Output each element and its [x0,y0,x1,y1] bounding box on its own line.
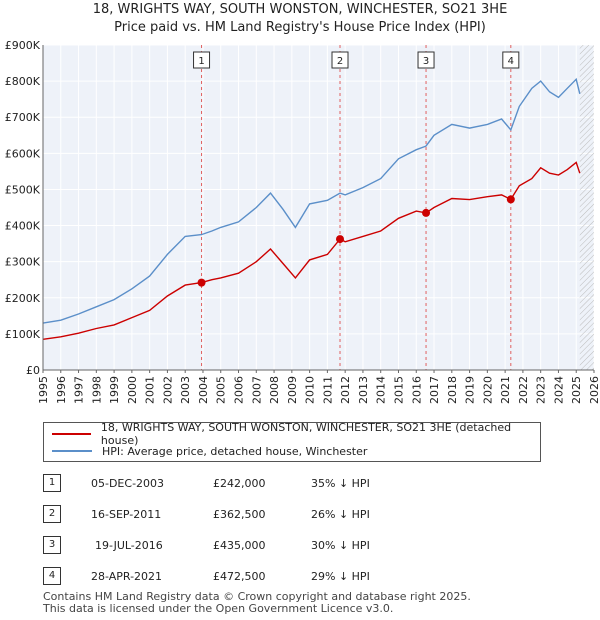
x-tick-label: 2021 [499,376,512,404]
sale-marker-label: 4 [508,56,514,67]
sale-number-badge: 3 [43,536,61,554]
x-tick-label: 1996 [55,376,68,404]
price-chart: 1 2 3 4 £0 £100K £200K £300K £400K £500K £600K £700… [5,39,600,404]
x-tick-label: 2024 [552,376,565,404]
legend-entry-hpi: HPI: Average price, detached house, Winc… [52,443,367,459]
x-tick-label: 2008 [268,376,281,404]
sale-row: 4 28-APR-2021 £472,500 29% ↓ HPI [43,567,563,587]
x-tick-label: 2023 [535,376,548,404]
x-tick-label: 1997 [73,376,86,404]
sale-point [422,208,431,217]
x-tick-label: 2002 [161,376,174,404]
y-tick-label: £200K [5,292,41,305]
y-tick-label: £100K [5,328,41,341]
sale-number-badge: 2 [43,505,61,523]
sale-hpi-diff: 29% ↓ HPI [311,570,370,583]
x-tick-label: 2010 [304,376,317,404]
sale-date: 05-DEC-2003 [91,477,165,490]
x-tick-label: 2003 [179,376,192,404]
sale-marker-box [417,51,435,69]
sale-point [197,278,206,287]
sale-hpi-diff: 26% ↓ HPI [311,508,370,521]
x-tick-label: 2022 [517,376,530,404]
sale-date: 19-JUL-2016 [95,539,163,552]
sale-price: £362,500 [213,508,266,521]
sale-hpi-diff: 30% ↓ HPI [311,539,370,552]
sale-price: £435,000 [213,539,266,552]
sale-price: £242,000 [213,477,266,490]
x-tick-label: 2012 [339,376,352,404]
plot-area [43,45,594,370]
x-tick-label: 2004 [197,376,210,404]
sale-number-badge: 4 [43,567,61,585]
sale-row: 1 05-DEC-2003 £242,000 35% ↓ HPI [43,474,563,494]
x-tick-label: 2007 [250,376,263,404]
footer-line-1: Contains HM Land Registry data © Crown c… [43,590,471,603]
x-tick-label: 2017 [428,376,441,404]
sale-marker-label: 1 [198,56,204,67]
x-tick-label: 2000 [126,376,139,404]
x-tick-label: 2026 [588,376,600,404]
legend-entry-property: 18, WRIGHTS WAY, SOUTH WONSTON, WINCHEST… [52,421,540,447]
y-tick-label: £400K [5,220,41,233]
forecast-hatch [579,45,594,370]
sale-marker-box [331,51,349,69]
chart-title: 18, WRIGHTS WAY, SOUTH WONSTON, WINCHEST… [92,2,508,17]
y-tick-label: £300K [5,256,41,269]
x-tick-label: 2016 [410,376,423,404]
y-tick-label: £500K [5,183,41,196]
y-tick-label: £600K [5,147,41,160]
x-tick-label: 2006 [233,376,246,404]
legend-swatch-hpi [52,450,92,452]
x-tick-label: 2018 [446,376,459,404]
x-tick-label: 2025 [570,376,583,404]
footer-line-2: This data is licensed under the Open Gov… [43,602,394,615]
sale-row: 2 16-SEP-2011 £362,500 26% ↓ HPI [43,505,563,525]
x-tick-label: 1995 [37,376,50,404]
y-tick-label: £900K [5,39,41,52]
legend-swatch-property [52,433,91,435]
sale-hpi-diff: 35% ↓ HPI [311,477,370,490]
hpi-series-line [42,77,581,324]
x-tick-label: 2005 [215,376,228,404]
sale-point [506,195,515,204]
sale-date: 28-APR-2021 [91,570,163,583]
sale-row: 3 19-JUL-2016 £435,000 30% ↓ HPI [43,536,563,556]
sale-marker-box [502,51,520,69]
legend-label-hpi: HPI: Average price, detached house, Winc… [102,444,368,458]
chart-subtitle: Price paid vs. HM Land Registry's House … [114,20,486,35]
x-tick-label: 2011 [321,376,334,404]
x-tick-label: 2013 [357,376,370,404]
sale-date: 16-SEP-2011 [91,508,162,521]
chart-legend: 18, WRIGHTS WAY, SOUTH WONSTON, WINCHEST… [43,421,541,462]
x-tick-label: 2019 [464,376,477,404]
x-tick-label: 2015 [392,376,405,404]
x-tick-label: 1998 [90,376,103,404]
x-tick-label: 1999 [108,376,121,404]
x-tick-label: 2014 [375,376,388,404]
x-tick-label: 2009 [286,376,299,404]
sale-price: £472,500 [213,570,266,583]
y-tick-label: £800K [5,75,41,88]
sale-number-badge: 1 [43,474,61,492]
x-tick-label: 2020 [481,376,494,404]
sale-point [336,235,345,244]
sale-marker-label: 3 [423,56,429,67]
footer-attribution: Contains HM Land Registry data © Crown c… [43,591,471,615]
x-tick-label: 2001 [144,376,157,404]
legend-label-property: 18, WRIGHTS WAY, SOUTH WONSTON, WINCHEST… [100,421,512,447]
y-tick-label: £700K [5,111,41,124]
sale-marker-label: 2 [337,56,343,67]
y-tick-label: £0 [26,364,40,377]
sale-marker-box [193,51,211,69]
